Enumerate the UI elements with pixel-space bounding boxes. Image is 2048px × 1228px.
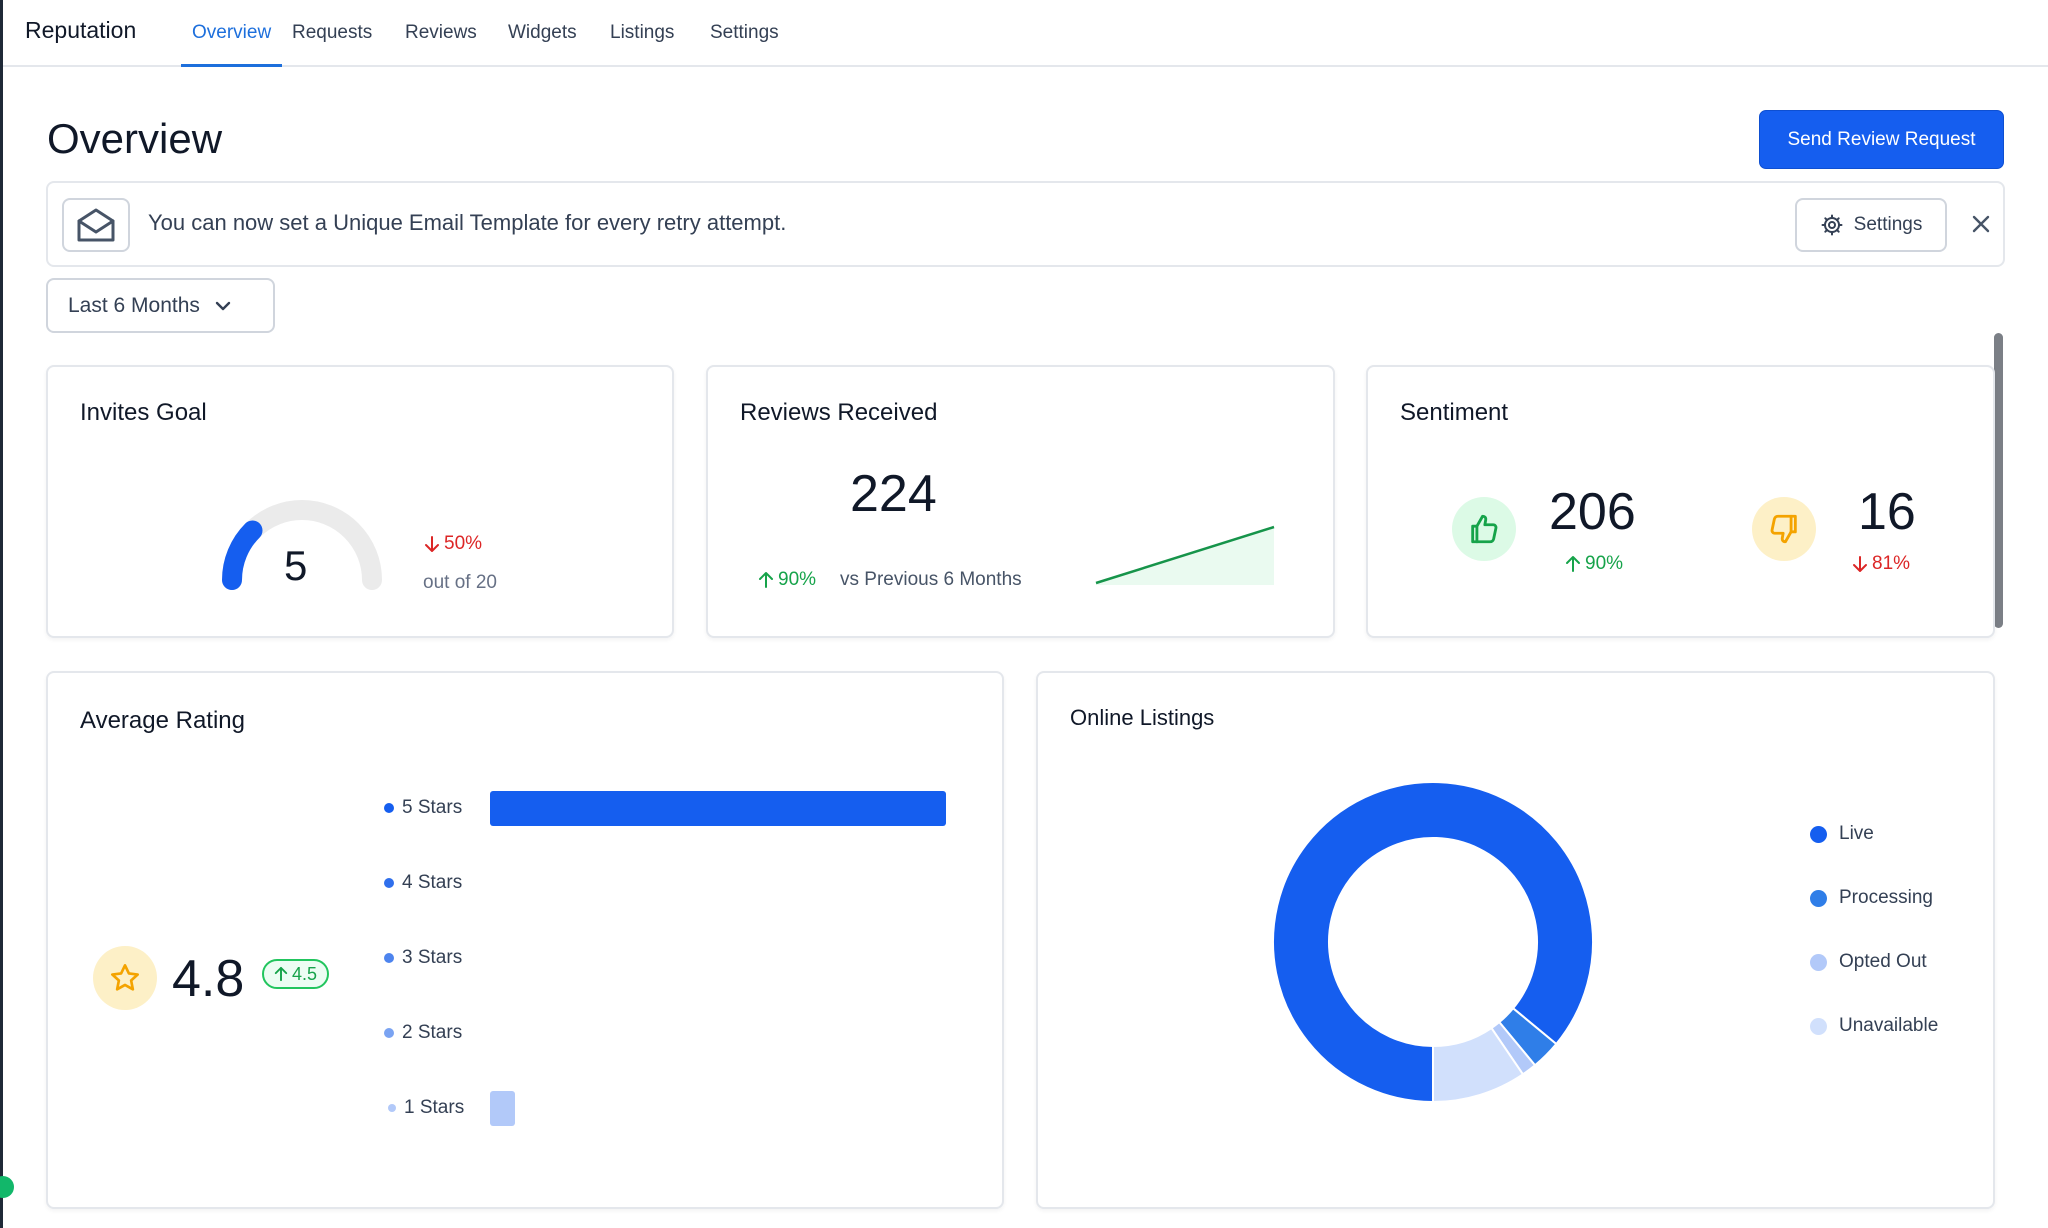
help-chat-button[interactable] [0, 1176, 14, 1198]
reviews-received-title: Reviews Received [740, 399, 938, 426]
rating-row: 3 Stars [384, 941, 994, 977]
legend-item[interactable]: Processing [1810, 887, 1933, 909]
close-icon[interactable] [1966, 209, 1996, 239]
reviews-received-compare: vs Previous 6 Months [840, 569, 1022, 590]
tab-listings[interactable]: Listings [610, 22, 675, 43]
announcement-banner: You can now set a Unique Email Template … [46, 181, 2005, 267]
rating-row: 2 Stars [384, 1016, 994, 1052]
invites-goal-value: 5 [284, 542, 308, 589]
sentiment-negative-delta-value: 81% [1872, 553, 1911, 574]
app-title: Reputation [25, 17, 137, 43]
sentiment-negative-delta: 81% [1852, 553, 1910, 575]
star-icon [93, 946, 157, 1010]
invites-goal-title: Invites Goal [80, 399, 207, 426]
thumbs-down-icon [1752, 497, 1816, 561]
invites-goal-card: Invites Goal 5 50% out of 20 [46, 365, 674, 638]
rating-row-label: 3 Stars [384, 947, 462, 969]
invites-goal-delta-value: 50% [444, 533, 483, 554]
rating-row-text: 1 Stars [404, 1097, 465, 1118]
tab-widgets[interactable]: Widgets [508, 22, 577, 43]
legend-dot [384, 878, 394, 888]
rating-row-text: 2 Stars [402, 1022, 463, 1043]
average-rating-value: 4.8 [172, 950, 245, 1008]
sentiment-positive-delta-value: 90% [1585, 553, 1624, 574]
online-listings-donut [1272, 781, 1594, 1104]
legend-item[interactable]: Live [1810, 823, 1874, 845]
arrow-down-icon [1853, 556, 1867, 572]
legend-dot [1810, 889, 1827, 907]
page-title: Overview [47, 115, 223, 162]
rating-row: 1 Stars [384, 1091, 994, 1127]
arrow-up-icon [1566, 556, 1580, 572]
invites-goal-delta: 50% [424, 533, 482, 555]
rating-row-text: 5 Stars [402, 797, 463, 818]
legend-dot [384, 953, 394, 963]
legend-dot [388, 1104, 396, 1112]
window-edge [0, 0, 3, 1228]
banner-settings-label: Settings [1853, 214, 1923, 235]
sentiment-positive-delta: 90% [1565, 553, 1623, 575]
online-listings-title: Online Listings [1070, 705, 1215, 730]
donut-slice[interactable] [1432, 1026, 1525, 1104]
rating-bar [490, 791, 946, 826]
reviews-trend-sparkline [1095, 525, 1275, 585]
arrow-up-icon [274, 966, 288, 982]
legend-dot [1810, 953, 1827, 971]
date-range-value: Last 6 Months [68, 293, 200, 317]
legend-label: Unavailable [1839, 1015, 1939, 1036]
rating-row-label: 2 Stars [384, 1022, 462, 1044]
tab-requests[interactable]: Requests [292, 22, 373, 43]
average-rating-delta: 4.5 [292, 963, 318, 984]
invites-goal-target: out of 20 [423, 572, 497, 593]
tab-reviews[interactable]: Reviews [405, 22, 477, 43]
rating-bar [490, 1091, 516, 1126]
legend-dot [1810, 825, 1827, 843]
average-rating-title: Average Rating [80, 707, 245, 734]
sentiment-title: Sentiment [1400, 399, 1509, 426]
arrow-down-icon [425, 536, 439, 552]
reviews-received-delta: 90% [758, 569, 816, 591]
chevron-down-icon [215, 301, 231, 310]
rating-row-label: 5 Stars [384, 797, 462, 819]
rating-row-text: 4 Stars [402, 872, 463, 893]
legend-item[interactable]: Unavailable [1810, 1015, 1938, 1037]
banner-settings-button[interactable]: Settings [1795, 198, 1947, 252]
rating-row-label: 4 Stars [384, 872, 462, 894]
reviews-received-delta-value: 90% [778, 569, 817, 590]
legend-label: Live [1839, 823, 1874, 844]
legend-label: Opted Out [1839, 951, 1927, 972]
tab-settings[interactable]: Settings [710, 22, 779, 43]
scrollbar-thumb[interactable] [1994, 333, 2003, 628]
reviews-received-value: 224 [850, 465, 937, 523]
sentiment-positive-value: 206 [1549, 483, 1636, 541]
banner-message: You can now set a Unique Email Template … [148, 210, 787, 235]
legend-item[interactable]: Opted Out [1810, 951, 1927, 973]
sentiment-card: Sentiment 206 90% 16 81% [1366, 365, 1995, 638]
top-nav: Reputation Overview Requests Reviews Wid… [3, 0, 2048, 67]
gear-icon [1821, 214, 1843, 236]
invites-goal-gauge [222, 500, 382, 590]
legend-dot [384, 803, 394, 813]
rating-row-label: 1 Stars [388, 1097, 464, 1119]
envelope-open-icon [62, 198, 130, 252]
reviews-received-card: Reviews Received 224 90% vs Previous 6 M… [706, 365, 1335, 638]
average-rating-delta-badge: 4.5 [262, 959, 330, 989]
average-rating-card: Average Rating 4.8 4.5 5 Stars 4 Stars 3 S… [46, 671, 1004, 1209]
rating-row-text: 3 Stars [402, 947, 463, 968]
date-range-dropdown[interactable]: Last 6 Months [46, 278, 275, 333]
donut-slice[interactable] [1272, 781, 1594, 1104]
rating-distribution: 5 Stars 4 Stars 3 Stars 2 Stars 1 Stars [384, 791, 994, 1181]
rating-row: 5 Stars [384, 791, 994, 827]
legend-dot [384, 1028, 394, 1038]
sentiment-negative-value: 16 [1858, 483, 1916, 541]
arrow-up-icon [759, 572, 773, 588]
rating-row: 4 Stars [384, 866, 994, 902]
thumbs-up-icon [1452, 497, 1516, 561]
legend-label: Processing [1839, 887, 1933, 908]
online-listings-legend: Live Processing Opted Out Unavailable [1810, 823, 1990, 1083]
send-review-request-button[interactable]: Send Review Request [1759, 110, 2004, 169]
online-listings-card: Online Listings Live Processing Opted Out U… [1036, 671, 1995, 1209]
legend-dot [1810, 1017, 1827, 1035]
tab-overview[interactable]: Overview [181, 22, 283, 67]
